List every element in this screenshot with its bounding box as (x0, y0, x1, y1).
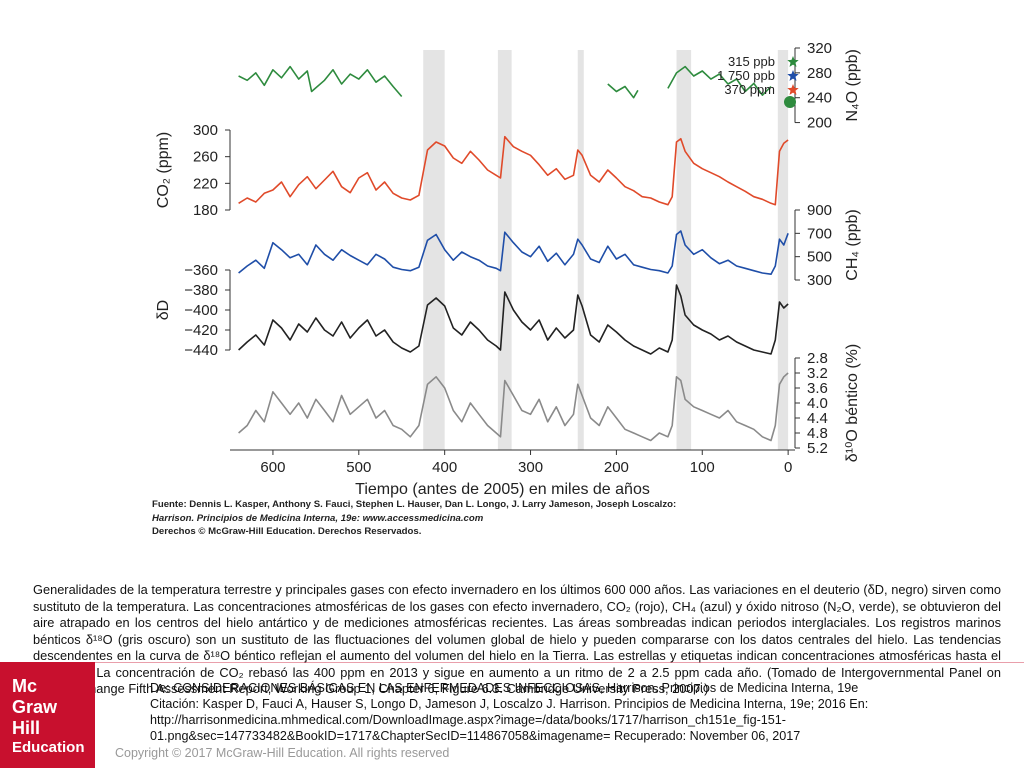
series-line-N2O (607, 83, 639, 99)
y-tick-label-D: −440 (184, 342, 218, 359)
chart-axes: 600 500 400 300 200 100 0 Tiempo (antes de 2005… (155, 40, 861, 498)
y-axis-label-D: δD (155, 300, 172, 320)
y-axis-label-N2O: N₄O (ppb) (844, 49, 861, 121)
x-tick-label: 0 (784, 459, 792, 476)
legend-star-icon (787, 84, 799, 95)
y-tick-label-N2O: 280 (807, 65, 832, 82)
x-tick-label: 300 (518, 459, 543, 476)
x-tick-label: 200 (604, 459, 629, 476)
y-tick-label-CO2: 180 (193, 202, 218, 219)
y-tick-label-18O: 4.0 (807, 395, 828, 412)
legend-star-icon (787, 70, 799, 81)
logo-line-2: Graw (12, 697, 58, 717)
citation: De: CONSIDERACIONES BÁSICAS EN LAS ENFER… (150, 681, 869, 743)
logo-line-1: Mc (12, 676, 38, 696)
interglacial-band (777, 50, 789, 450)
x-tick-label: 500 (346, 459, 371, 476)
y-tick-label-18O: 3.2 (807, 365, 828, 382)
source-line-1: Fuente: Dennis L. Kasper, Anthony S. Fau… (152, 499, 677, 510)
copyright-notice: Copyright © 2017 McGraw-Hill Education. … (115, 746, 450, 760)
series-line-CO2 (238, 135, 789, 206)
series-line-CH4 (238, 230, 789, 275)
y-tick-label-CO2: 300 (193, 122, 218, 139)
y-tick-label-CH4: 900 (807, 202, 832, 219)
climate-chart: 600 500 400 300 200 100 0 Tiempo (antes de 2005… (145, 40, 870, 540)
series-line-18O (238, 372, 789, 442)
n2o-marker-icon (784, 96, 796, 108)
y-tick-label-D: −360 (184, 262, 218, 279)
x-tick-label: 400 (432, 459, 457, 476)
y-tick-label-D: −420 (184, 322, 218, 339)
series-line-N2O (667, 65, 772, 97)
y-tick-label-18O: 3.6 (807, 380, 828, 397)
y-tick-label-18O: 2.8 (807, 350, 828, 367)
chart-series (238, 65, 789, 442)
y-tick-label-18O: 4.8 (807, 425, 828, 442)
series-line-N2O (238, 65, 403, 98)
interglacial-shading (423, 50, 789, 450)
interglacial-band (577, 50, 584, 450)
y-tick-label-D: −380 (184, 282, 218, 299)
y-tick-label-CO2: 220 (193, 175, 218, 192)
y-tick-label-CH4: 500 (807, 249, 832, 266)
legend-label: 1 750 ppb (717, 68, 775, 83)
interglacial-band (676, 50, 692, 450)
x-tick-label: 100 (690, 459, 715, 476)
y-tick-label-N2O: 240 (807, 90, 832, 107)
logo-line-3: Hill (12, 718, 41, 738)
y-tick-label-18O: 4.4 (807, 410, 828, 427)
divider (95, 662, 1024, 663)
x-axis-label: Tiempo (antes de 2005) en miles de años (355, 481, 650, 498)
series-line-D (238, 284, 789, 355)
y-axis-label-CO2: CO₂ (ppm) (155, 132, 172, 208)
legend-star-icon (787, 56, 799, 67)
y-tick-label-CH4: 300 (807, 272, 832, 289)
legend-label: 370 ppm (724, 82, 775, 97)
publisher-logo: Mc Graw Hill Education (0, 662, 95, 768)
y-tick-label-CO2: 260 (193, 149, 218, 166)
y-tick-label-D: −400 (184, 302, 218, 319)
y-tick-label-CH4: 700 (807, 225, 832, 242)
y-axis-label-CH4: CH₄ (ppb) (844, 209, 861, 280)
source-line-2: Harrison. Principios de Medicina Interna… (152, 512, 484, 524)
x-tick-label: 600 (260, 459, 285, 476)
y-tick-label-18O: 5.2 (807, 440, 828, 457)
y-tick-label-N2O: 200 (807, 115, 832, 132)
figure-source: Fuente: Dennis L. Kasper, Anthony S. Fau… (152, 498, 867, 539)
y-tick-label-N2O: 320 (807, 40, 832, 57)
source-line-3: Derechos © McGraw-Hill Education. Derech… (152, 526, 422, 537)
interglacial-band (497, 50, 512, 450)
figure-caption: Generalidades de la temperatura terrestr… (33, 582, 1001, 696)
logo-line-4: Education (12, 739, 85, 756)
legend-label: 315 ppb (728, 54, 775, 69)
y-axis-label-18O: δ¹⁰O béntico (%) (844, 344, 861, 462)
